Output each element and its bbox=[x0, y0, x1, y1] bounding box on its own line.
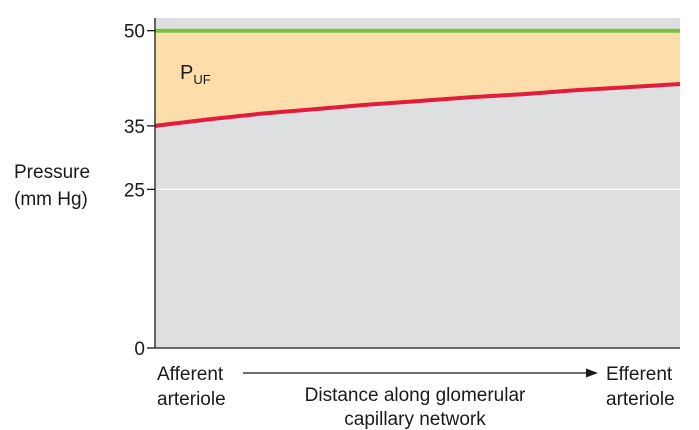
puf-area-label-subscript: UF bbox=[193, 72, 210, 87]
x-center-label-line2: capillary network bbox=[344, 409, 486, 430]
puf-area bbox=[155, 30, 680, 126]
y-tick-label: 0 bbox=[134, 339, 145, 360]
y-tick-label: 50 bbox=[124, 22, 145, 43]
y-axis-label-line1: Pressure bbox=[14, 162, 90, 183]
puf-area-label: PUF bbox=[180, 62, 211, 87]
y-tick-label: 35 bbox=[124, 117, 145, 138]
x-direction-arrow-head bbox=[586, 368, 598, 378]
x-left-label-line1: Afferent bbox=[157, 364, 224, 385]
x-center-label-line1: Distance along glomerular bbox=[305, 385, 526, 406]
x-left-label-line2: arteriole bbox=[157, 389, 226, 410]
x-right-label-line2: arteriole bbox=[606, 389, 675, 410]
opposing-pressure-line bbox=[154, 82, 681, 128]
x-right-label-line1: Efferent bbox=[606, 364, 673, 385]
y-axis-label-line2: (mm Hg) bbox=[14, 189, 88, 210]
y-tick-label: 25 bbox=[124, 180, 145, 201]
